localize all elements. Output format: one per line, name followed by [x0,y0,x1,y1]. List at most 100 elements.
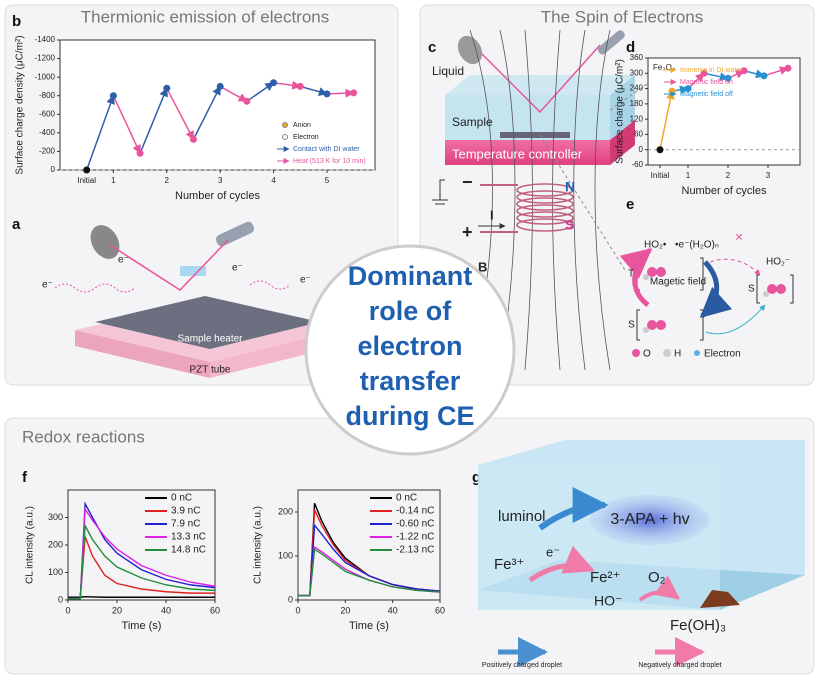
data-point [350,89,358,97]
electron-label: e⁻ [118,255,129,266]
legend-label: 13.3 nC [171,532,206,543]
x-tick-label: 2 [726,171,731,180]
legend-label: -0.60 nC [396,519,434,530]
y-tick-label: 300 [630,68,644,77]
diagram-e [619,248,794,357]
center-text: Dominant [348,261,473,291]
data-point [136,149,144,157]
data-point [83,166,91,174]
legend-marker [282,134,288,140]
series-line [298,523,441,597]
y-tick-label: 60 [634,130,643,139]
annotation: Fe₃O₄ [653,63,675,72]
x-tick-label: 20 [340,605,350,615]
y-tick-label: 0 [51,165,56,174]
panel-label: d [626,39,635,56]
data-point [784,64,792,72]
legend-label: 0 nC [171,493,192,504]
y-axis-title: CL intensity (a.u.) [253,506,264,584]
legend-label: Magnetic field off [680,91,733,98]
y-tick-label: 200 [278,506,293,516]
luminol: luminol [498,508,546,525]
species: e⁻ [546,544,560,559]
electron-label: e⁻ [42,280,53,291]
species: Fe²⁺ [590,569,620,586]
x-tick-label: 4 [271,176,276,185]
panel-title: The Spin of Electrons [541,7,704,26]
state-t: T [628,269,634,280]
x-tick-label: 1 [686,171,691,180]
y-tick-label: -60 [631,160,643,169]
plot-frame [59,39,376,171]
segment-arrow [300,85,328,97]
center-text: electron [357,331,462,361]
minus: − [462,172,473,192]
y-tick-label: 0 [639,145,644,154]
anion: HO₂⁻ [766,257,790,268]
data-point [700,69,708,77]
layer-label: PZT tube [190,365,231,376]
legend-label: 0 nC [396,493,417,504]
y-tick-label: -600 [39,109,56,118]
data-point [656,146,664,154]
y-tick-label: -400 [39,128,56,137]
schematic-c [432,29,661,371]
label-sample: Sample [452,115,493,129]
y-tick-label: 300 [48,512,63,522]
y-tick-label: 180 [630,99,644,108]
panel-label: g [472,469,481,486]
legend-label: Anion [293,122,311,129]
x-tick-label: 5 [325,176,330,185]
x-axis-title: Number of cycles [175,190,260,202]
x-tick-label: 0 [65,605,70,615]
segment-arrow [112,95,141,155]
series-line [68,595,215,598]
legend-label: -1.22 nC [396,532,434,543]
y-tick-label: 100 [48,567,63,577]
y-tick-label: 360 [630,53,644,62]
segment-arrow [192,85,221,140]
electron-label: e⁻ [232,263,243,274]
radical: HO₂• [644,240,667,251]
segment-arrow [703,72,729,82]
current: I [490,207,494,222]
segment-arrow [659,90,675,150]
species: HO⁻ [594,593,622,609]
x-tick-label: 20 [112,605,122,615]
segment-arrow [166,87,195,141]
y-tick-label: -200 [39,147,56,156]
species: Fe(OH)₃ [670,617,726,634]
x-tick-label: 40 [388,605,398,615]
segment-arrow [273,80,302,90]
data-point [109,92,117,100]
panel-title: Redox reactions [22,427,145,446]
data-point [760,72,768,80]
plot-frame [647,57,801,166]
data-point [323,90,331,98]
legend-label: -2.13 nC [396,545,434,556]
x-axis-title: Time (s) [122,620,162,632]
legend-negative: Negatively charged droplet [638,662,721,669]
plus: + [462,222,473,242]
center-text: role of [369,296,453,326]
legend-label: -0.14 nC [396,506,434,517]
legend-o: O [643,349,651,360]
segment-arrow [326,88,355,98]
panel-label: b [12,13,21,30]
state-s: S [628,320,635,331]
species: Fe³⁺ [494,556,524,573]
diagram-g [478,440,805,667]
x-tick-label: 0 [295,605,300,615]
x-tick-label: Initial [651,171,670,180]
data-point [216,82,224,90]
y-tick-label: -800 [39,91,56,100]
legend-label: 14.8 nC [171,545,206,556]
panel-label: f [22,469,28,486]
data-point [296,82,304,90]
legend-label: Heat (513 K for 10 min) [293,158,366,165]
y-tick-label: 200 [48,539,63,549]
y-tick-label: 240 [630,84,644,93]
data-point [684,85,692,93]
segment-arrow [85,94,115,171]
legend-electron: Electron [704,349,741,360]
